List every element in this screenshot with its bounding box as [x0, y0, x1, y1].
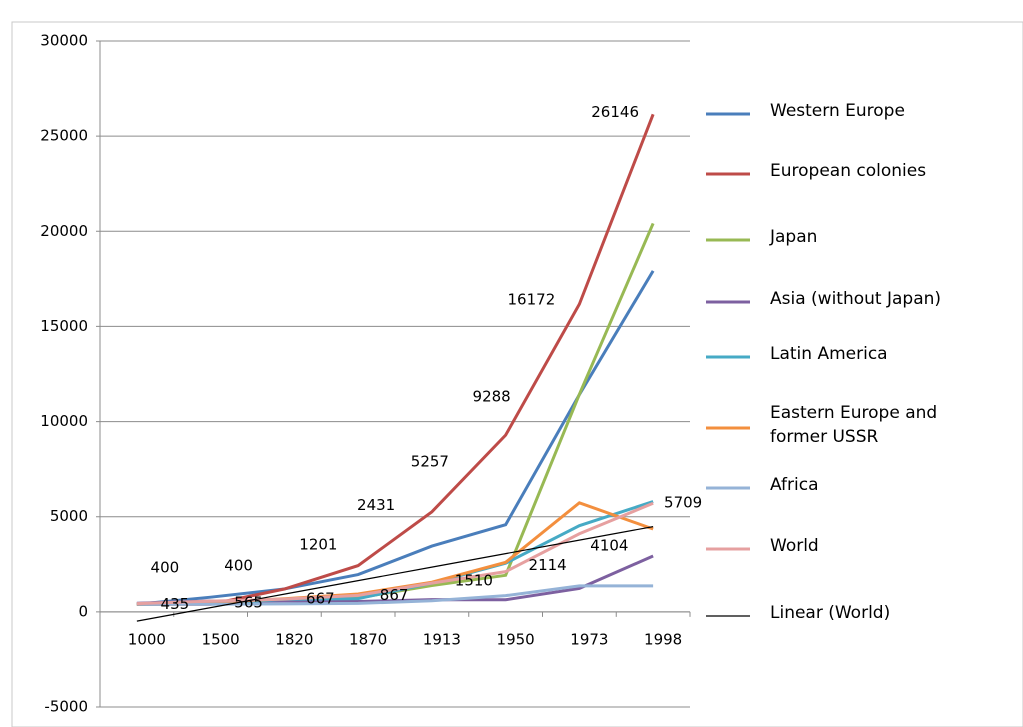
- legend-label: Eastern Europe and former USSR: [770, 403, 938, 447]
- data-label: 26146: [591, 103, 639, 121]
- y-tick-label: 0: [78, 602, 88, 620]
- x-tick-label: 1820: [275, 630, 313, 648]
- data-label: 9288: [473, 388, 511, 406]
- data-label: 16172: [508, 291, 556, 309]
- series-line: [136, 584, 654, 606]
- data-label: 400: [224, 557, 253, 575]
- data-label: 2431: [357, 496, 395, 514]
- y-tick-label: 30000: [40, 32, 88, 50]
- data-label: 5709: [664, 494, 702, 512]
- data-label: 1201: [299, 536, 337, 554]
- data-label: 867: [380, 586, 409, 604]
- data-label: 565: [234, 594, 263, 612]
- legend-label: Asia (without Japan): [770, 289, 942, 309]
- data-label: 435: [161, 595, 190, 613]
- x-tick-label: 1973: [570, 630, 608, 648]
- x-tick-label: 1913: [423, 630, 461, 648]
- legend-label: European colonies: [770, 161, 927, 181]
- data-label: 400: [151, 559, 180, 577]
- y-tick-label: -5000: [44, 698, 88, 716]
- x-tick-label: 1998: [644, 630, 682, 648]
- data-label: 667: [306, 590, 335, 608]
- legend-label: Latin America: [770, 344, 888, 364]
- legend-label: Linear (World): [770, 603, 891, 623]
- y-tick-label: 5000: [50, 507, 88, 525]
- data-label: 1510: [455, 572, 493, 590]
- chart-frame: [11, 21, 1023, 727]
- series-line: [136, 270, 655, 606]
- x-tick-label: 1870: [349, 630, 387, 648]
- y-tick-label: 10000: [40, 412, 88, 430]
- legend-label: World: [770, 536, 819, 556]
- series-line: [136, 501, 654, 606]
- legend-label: Western Europe: [770, 101, 905, 121]
- legend-label: Japan: [770, 227, 818, 247]
- series-line: [136, 526, 654, 622]
- y-tick-label: 25000: [40, 127, 88, 145]
- y-tick-label: 20000: [40, 222, 88, 240]
- data-label: 4104: [590, 536, 628, 554]
- data-label: 2114: [529, 556, 567, 574]
- data-label: 5257: [411, 452, 449, 470]
- x-tick-label: 1950: [497, 630, 535, 648]
- y-tick-label: 15000: [40, 317, 88, 335]
- x-tick-label: 1500: [202, 630, 240, 648]
- legend-label: Africa: [770, 475, 819, 495]
- x-tick-label: 1000: [128, 630, 166, 648]
